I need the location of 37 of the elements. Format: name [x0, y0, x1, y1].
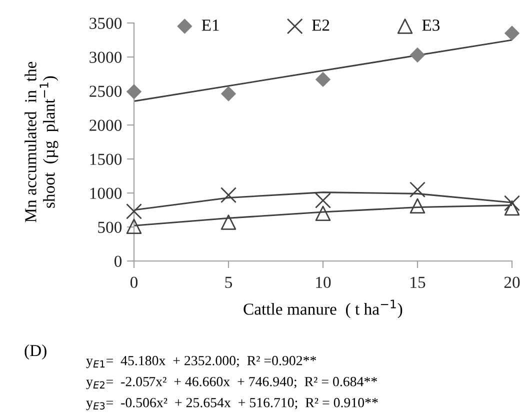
- point: [410, 198, 426, 214]
- y-tick-label: 3500: [90, 18, 122, 29]
- point: [220, 214, 236, 230]
- point: [315, 206, 331, 222]
- point: [220, 187, 236, 204]
- point: [315, 72, 331, 88]
- x-tick-label: 20: [504, 276, 520, 288]
- x-tick-label: 0: [130, 276, 138, 288]
- legend-label: E2: [312, 20, 330, 31]
- y-tick-label: 2500: [90, 86, 122, 97]
- x-axis-title: Cattle manure ( t ha$^{−1}$): [244, 300, 402, 318]
- y-tick-label: 1000: [90, 188, 122, 199]
- point: [410, 47, 426, 63]
- x-tick-label: 10: [316, 276, 331, 288]
- y-tick-label: 3000: [90, 52, 122, 63]
- y-axis-title: Mn accumulated in the shoot (µg plant$^{−1}$): [24, 62, 58, 222]
- point: [410, 182, 426, 198]
- legend-label: E1: [202, 20, 219, 31]
- point: [315, 192, 331, 208]
- point: [126, 203, 142, 220]
- x-tick-label: 5: [225, 276, 232, 288]
- point: [504, 26, 520, 41]
- y-tick-label: 2000: [90, 120, 122, 131]
- text: y$_{E1}$= 45.180x + 2352.000; R² =0.902**: [86, 356, 316, 368]
- text: (D): [24, 344, 46, 360]
- point: [126, 84, 142, 100]
- point: [504, 195, 520, 212]
- y-tick-label: 500: [98, 222, 122, 233]
- y-tick-label: 0: [114, 256, 122, 267]
- point: [220, 86, 236, 102]
- text: y$_{E3}$= -0.506x² + 25.654x + 516.710; R² = 0.910**: [86, 398, 378, 410]
- y-tick-label: 1500: [90, 154, 122, 165]
- x-tick-label: 15: [410, 276, 426, 288]
- legend-label: E3: [422, 20, 440, 31]
- text: y$_{E2}$= -2.057x² + 46.660x + 746.940; R² = 0.684**: [86, 376, 377, 390]
- point: [126, 218, 142, 234]
- point: [504, 200, 520, 216]
